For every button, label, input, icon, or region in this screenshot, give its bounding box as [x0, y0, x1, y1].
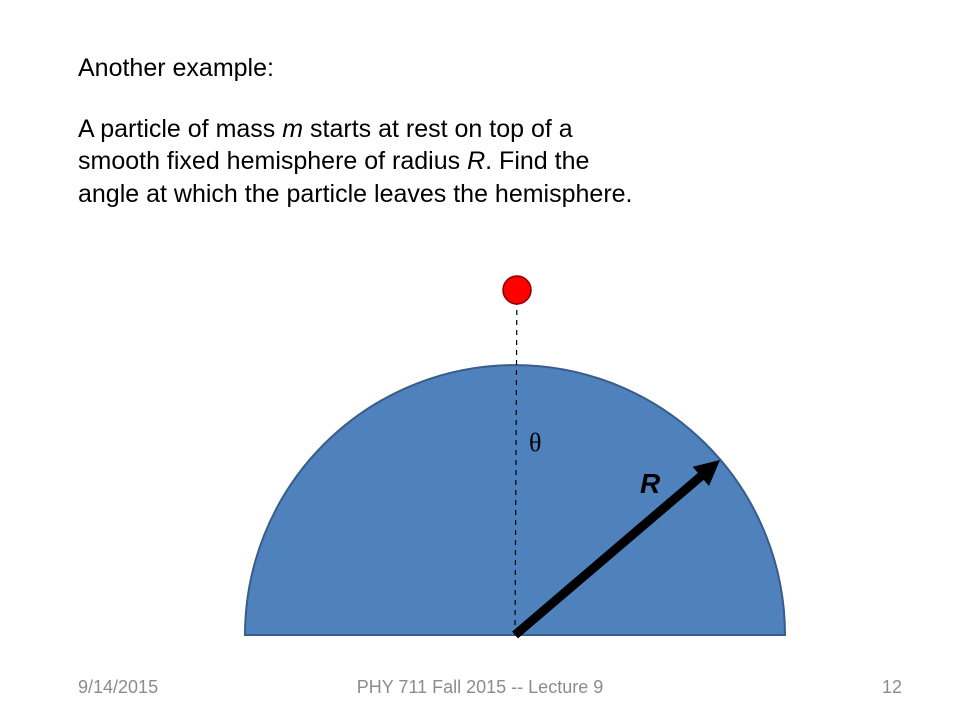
diagram [0, 0, 960, 720]
r-label: R [640, 468, 660, 500]
particle [503, 276, 531, 304]
theta-label: θ [529, 428, 541, 458]
footer-center: PHY 711 Fall 2015 -- Lecture 9 [0, 677, 960, 698]
footer-page: 12 [882, 677, 902, 698]
diagram-svg [0, 0, 960, 720]
